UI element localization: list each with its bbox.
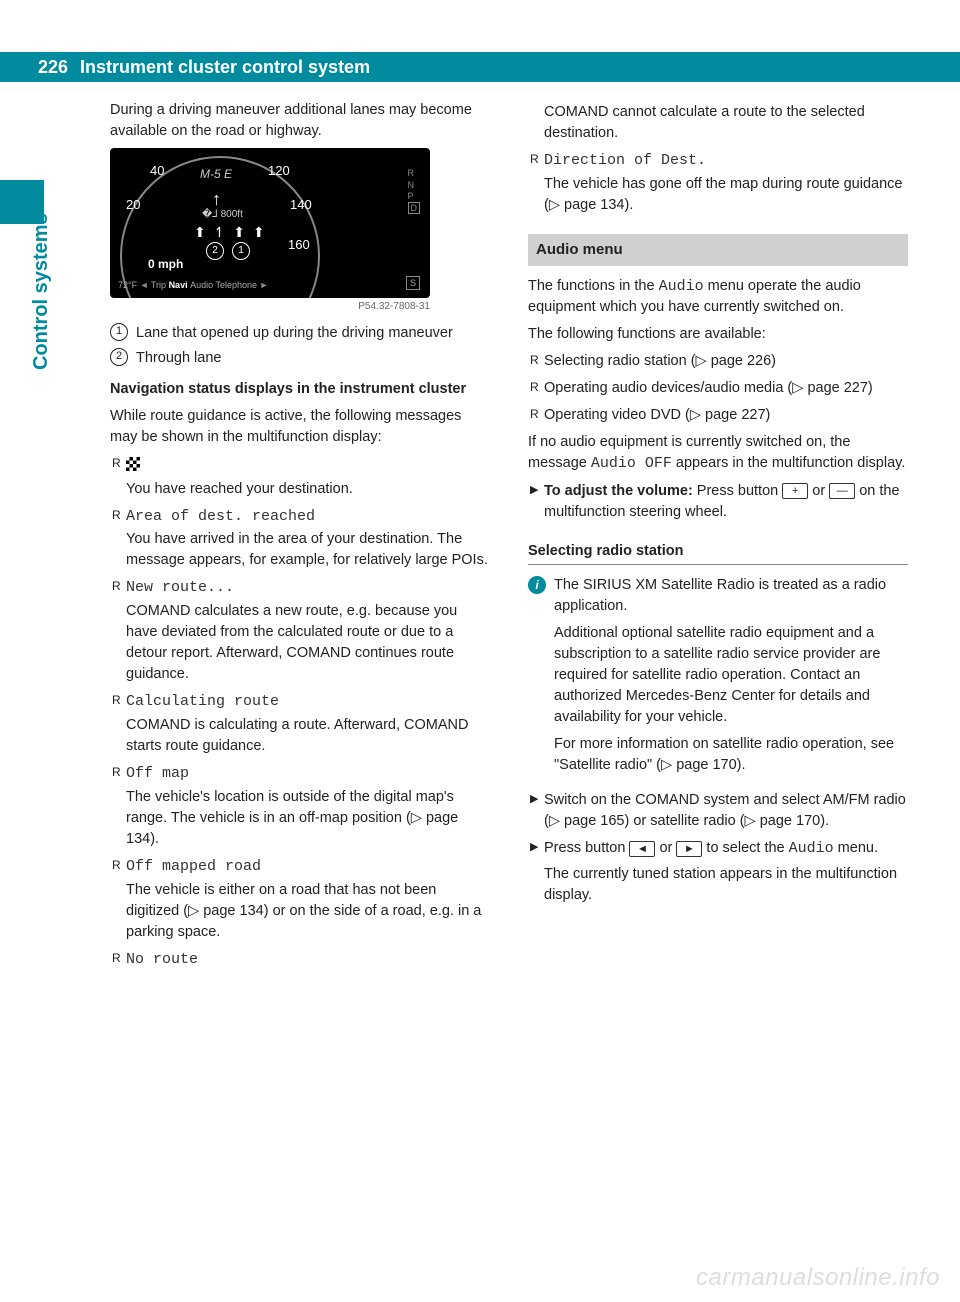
- list-code: New route...: [126, 579, 234, 596]
- list-item: New route... COMAND calculates a new rou…: [110, 577, 490, 685]
- list-code: Calculating route: [126, 693, 279, 710]
- left-key-icon: ◄: [629, 841, 655, 857]
- list-desc: You have arrived in the area of your des…: [126, 529, 490, 571]
- page-number: 226: [0, 52, 76, 82]
- info-icon: i: [528, 576, 546, 594]
- audio-menu-heading: Audio menu: [528, 234, 908, 266]
- list-desc: The vehicle has gone off the map during …: [544, 174, 908, 216]
- legend-text: Lane that opened up during the driving m…: [136, 323, 453, 344]
- nav-status-heading: Navigation status displays in the instru…: [110, 379, 490, 400]
- audio-p3: If no audio equipment is currently switc…: [528, 432, 908, 475]
- list-item: Selecting radio station (▷ page 226): [528, 351, 908, 372]
- legend-row: 2 Through lane: [110, 348, 490, 369]
- legend-row: 1 Lane that opened up during the driving…: [110, 323, 490, 344]
- step-item: Switch on the COMAND system and select A…: [528, 790, 908, 832]
- list-item: Direction of Dest. The vehicle has gone …: [528, 150, 908, 216]
- list-desc: COMAND calculates a new route, e.g. beca…: [126, 601, 490, 685]
- image-legend: 1 Lane that opened up during the driving…: [110, 323, 490, 369]
- list-desc: The vehicle is either on a road that has…: [126, 880, 490, 943]
- intro-text: During a driving maneuver additional lan…: [110, 100, 490, 142]
- info-text: For more information on satellite radio …: [554, 734, 908, 776]
- gauge-route: M-5 E: [200, 166, 232, 183]
- right-column: COMAND cannot calculate a route to the s…: [528, 100, 908, 976]
- list-code: Direction of Dest.: [544, 152, 706, 169]
- selecting-radio-heading: Selecting radio station: [528, 541, 908, 565]
- watermark: carmanualsonline.info: [696, 1264, 940, 1292]
- legend-text: Through lane: [136, 348, 221, 369]
- gauge-distance: �⅃ 800ft: [202, 208, 243, 223]
- list-item: No route: [110, 949, 490, 971]
- gauge-tick: 140: [290, 196, 312, 215]
- destination-flag-icon: [126, 457, 140, 471]
- instrument-cluster-image: 40 20 120 140 160 M-5 E ↑ �⅃ 800ft 0 mph…: [110, 148, 430, 298]
- gauge-tick: 20: [126, 196, 140, 215]
- nav-status-intro: While route guidance is active, the foll…: [110, 406, 490, 448]
- audio-p1: The functions in the Audio menu operate …: [528, 276, 908, 319]
- plus-key-icon: +: [782, 483, 808, 499]
- page-root: 226 Instrument cluster control system Co…: [0, 0, 960, 1302]
- step-item: To adjust the volume: Press button + or …: [528, 481, 908, 523]
- audio-functions-list: Selecting radio station (▷ page 226) Ope…: [528, 351, 908, 426]
- list-desc: You have reached your destination.: [126, 479, 490, 500]
- side-section-label: Control systems: [30, 213, 53, 370]
- minus-key-icon: —: [829, 483, 855, 499]
- step-desc: The currently tuned station appears in t…: [544, 864, 908, 906]
- step-item: Press button ◄ or ► to select the Audio …: [528, 838, 908, 906]
- legend-num: 1: [110, 323, 128, 341]
- volume-step: To adjust the volume: Press button + or …: [528, 481, 908, 523]
- list-item: Off mapped road The vehicle is either on…: [110, 856, 490, 943]
- list-item: You have reached your destination.: [110, 454, 490, 500]
- header-title: Instrument cluster control system: [76, 57, 370, 78]
- gauge-tick: 40: [150, 162, 164, 181]
- list-code: Area of dest. reached: [126, 508, 315, 525]
- nav-status-list: You have reached your destination. Area …: [110, 454, 490, 971]
- list-item: Operating video DVD (▷ page 227): [528, 405, 908, 426]
- list-item: Calculating route COMAND is calculating …: [110, 691, 490, 757]
- list-desc: COMAND is calculating a route. Afterward…: [126, 715, 490, 757]
- list-item: Operating audio devices/audio media (▷ p…: [528, 378, 908, 399]
- gauge-tick: 120: [268, 162, 290, 181]
- gauge-tick: 160: [288, 236, 310, 255]
- cont-list: Direction of Dest. The vehicle has gone …: [528, 150, 908, 216]
- list-code: Off mapped road: [126, 858, 261, 875]
- left-column: During a driving maneuver additional lan…: [110, 100, 490, 976]
- list-code: No route: [126, 951, 198, 968]
- list-code: Off map: [126, 765, 189, 782]
- header-bar: 226 Instrument cluster control system: [0, 52, 960, 82]
- radio-steps: Switch on the COMAND system and select A…: [528, 790, 908, 906]
- content-columns: During a driving maneuver additional lan…: [110, 100, 910, 976]
- audio-p2: The following functions are available:: [528, 324, 908, 345]
- cont-desc: COMAND cannot calculate a route to the s…: [544, 102, 908, 144]
- list-item: Off map The vehicle's location is outsid…: [110, 763, 490, 850]
- right-key-icon: ►: [676, 841, 702, 857]
- gauge-temp: 72°F: [118, 280, 137, 290]
- info-text: Additional optional satellite radio equi…: [554, 623, 908, 728]
- info-text: The SIRIUS XM Satellite Radio is treated…: [554, 575, 908, 617]
- info-block: i The SIRIUS XM Satellite Radio is treat…: [528, 575, 908, 782]
- list-item: Area of dest. reached You have arrived i…: [110, 506, 490, 572]
- list-desc: The vehicle's location is outside of the…: [126, 787, 490, 850]
- gauge-speed: 0 mph: [148, 256, 183, 273]
- legend-num: 2: [110, 348, 128, 366]
- image-code: P54.32-7808-31: [110, 300, 490, 315]
